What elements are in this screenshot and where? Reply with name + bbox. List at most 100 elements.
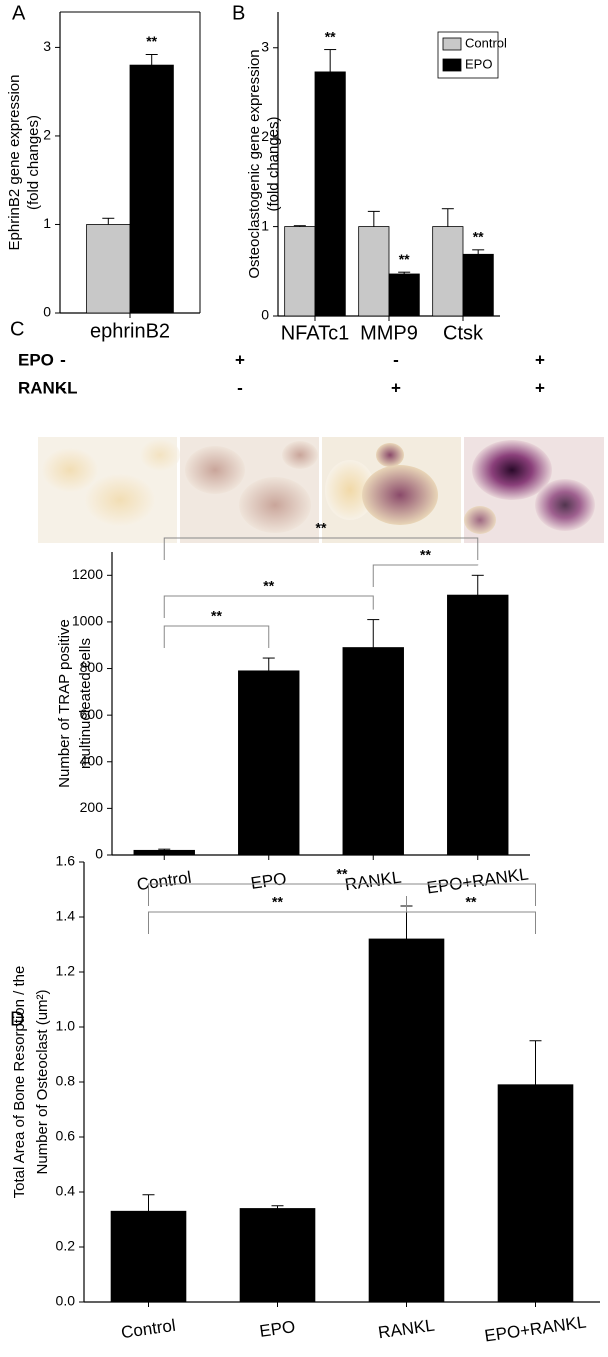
y-axis-label: Osteoclastogenic gene expression (246, 49, 263, 278)
bar (86, 224, 131, 314)
panel-letter: C (10, 318, 24, 340)
bar (238, 670, 300, 856)
y-tick-label: 0.0 (56, 1293, 76, 1309)
y-tick-label: 600 (80, 706, 104, 722)
bar (342, 647, 404, 856)
significance: ** (316, 520, 327, 536)
x-tick-label: ephrinB2 (90, 320, 170, 342)
x-tick-label: RANKL (344, 868, 403, 895)
y-tick-label: 2 (43, 127, 51, 143)
significance: ** (399, 251, 410, 267)
treatment-label: EPO (18, 350, 54, 369)
significance: ** (325, 28, 336, 44)
legend-label: Control (465, 35, 507, 50)
y-tick-label: 0.2 (56, 1238, 76, 1254)
treatment-sign: - (237, 378, 243, 397)
y-axis-label: (fold changes) (265, 116, 282, 211)
y-tick-label: 1.4 (56, 908, 76, 924)
bracket (406, 896, 536, 934)
y-tick-label: 1.6 (56, 853, 76, 869)
y-tick-label: 3 (261, 38, 269, 54)
bar (129, 64, 174, 314)
bar (284, 226, 316, 317)
cell (42, 448, 98, 492)
x-tick-label: NFATc1 (281, 322, 350, 344)
micrographs (38, 437, 604, 543)
bar (110, 1210, 187, 1303)
cell (239, 477, 311, 533)
y-tick-label: 0.8 (56, 1073, 76, 1089)
cell (85, 474, 155, 526)
treatment-sign: + (535, 350, 545, 369)
y-tick-label: 2 (261, 128, 269, 144)
bracket (163, 595, 374, 618)
x-tick-label: EPO (250, 869, 288, 893)
significance: ** (466, 894, 477, 910)
x-tick-label: EPO+RANKL (483, 1312, 587, 1345)
panel-letter: A (12, 2, 26, 24)
significance: ** (473, 229, 484, 245)
significance: ** (420, 547, 431, 563)
y-axis-label: Total Area of Bone Resorption / the (11, 966, 28, 1199)
y-axis-label: Number of Osteoclast (um²) (34, 989, 51, 1174)
legend-swatch (442, 58, 462, 72)
significance: ** (211, 608, 222, 624)
panel-letter: D (10, 1008, 24, 1030)
y-axis-label: multinucleated cells (77, 638, 94, 769)
treatment-label: RANKL (18, 378, 78, 397)
significance: ** (272, 894, 283, 910)
x-tick-label: MMP9 (360, 322, 418, 344)
bar (314, 71, 346, 317)
bar (388, 273, 420, 317)
cell (472, 440, 552, 500)
x-tick-label: Control (120, 1316, 177, 1342)
cell (185, 446, 245, 494)
cell (362, 465, 438, 525)
bar (432, 226, 464, 317)
y-tick-label: 200 (80, 799, 104, 815)
y-tick-label: 1000 (72, 613, 103, 629)
bracket (163, 625, 270, 648)
bar (462, 253, 494, 317)
y-tick-label: 0 (95, 846, 103, 862)
y-tick-label: 1200 (72, 566, 103, 582)
treatment-sign: - (393, 350, 399, 369)
cell (140, 439, 180, 471)
cell (325, 460, 375, 520)
y-tick-label: 0.6 (56, 1128, 76, 1144)
y-tick-label: 800 (80, 659, 104, 675)
y-axis-label: (fold changes) (25, 115, 42, 210)
bar (497, 1084, 574, 1303)
bar (239, 1208, 316, 1303)
treatment-sign: + (391, 378, 401, 397)
y-tick-label: 1.0 (56, 1018, 76, 1034)
y-axis-label: EphrinB2 gene expression (6, 75, 23, 251)
y-tick-label: 0 (43, 304, 51, 320)
y-tick-label: 1.2 (56, 963, 76, 979)
treatment-sign: - (60, 378, 66, 397)
treatment-sign: + (535, 378, 545, 397)
significance: ** (146, 33, 157, 49)
y-tick-label: 1 (261, 217, 269, 233)
y-tick-label: 400 (80, 752, 104, 768)
y-tick-label: 1 (43, 215, 51, 231)
cell (376, 443, 404, 467)
cell (282, 441, 318, 469)
bar (368, 938, 445, 1303)
y-tick-label: 3 (43, 38, 51, 54)
x-tick-label: EPO+RANKL (426, 864, 530, 897)
significance: ** (263, 578, 274, 594)
y-tick-label: 0 (261, 307, 269, 323)
legend-swatch (442, 37, 462, 51)
panel-letter: B (232, 2, 245, 24)
x-tick-label: Ctsk (443, 322, 484, 344)
x-tick-label: EPO (258, 1317, 296, 1341)
y-tick-label: 0.4 (56, 1183, 76, 1199)
x-tick-label: RANKL (377, 1316, 436, 1343)
bracket (163, 537, 479, 560)
x-tick-label: Control (136, 868, 193, 894)
bar (358, 226, 390, 317)
bracket (372, 564, 479, 587)
bar (447, 594, 509, 856)
